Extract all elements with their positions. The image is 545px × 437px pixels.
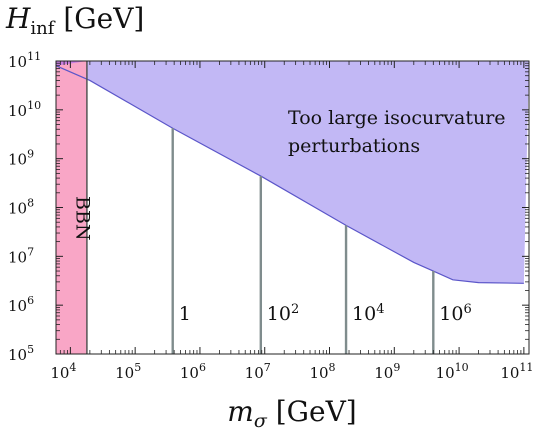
x-axis-title: mσ [GeV] [227,395,356,432]
line-labels-layer: 1 102 104 106 [179,302,472,325]
y-tick-label-5: 1010 [8,99,41,120]
x-tick-label-1: 105 [115,361,141,382]
y-tick-label-1: 106 [8,294,34,315]
contour-label-3: 106 [439,302,471,325]
y-tick-label-4: 109 [8,148,34,169]
bbn-label: BBN [71,196,93,241]
x-tick-label-3: 107 [245,361,271,382]
axis-titles: Hinf [GeV] mσ [GeV] [5,2,357,432]
ticks-layer: 104 105 106 107 108 109 1010 1011 105 106 107 108 10… [8,50,533,382]
contour-label-0: 1 [179,303,191,325]
x-tick-label-4: 108 [309,361,335,382]
y-tick-label-2: 107 [8,245,34,266]
x-tick-label-6: 1010 [436,361,469,382]
lines-layer [171,128,435,354]
x-tick-label-7: 1011 [500,361,533,382]
x-tick-label-0: 104 [50,361,76,382]
x-tick-label-5: 109 [374,361,400,382]
x-tick-label-2: 106 [180,361,206,382]
annotations-layer: Too large isocurvature perturbations BBN [71,107,505,241]
y-axis-title: Hinf [GeV] [5,2,144,39]
contour-label-2: 104 [352,302,384,325]
isocurvature-region [56,61,529,284]
y-tick-label-3: 108 [8,197,34,218]
isocurvature-label-line2: perturbations [288,135,420,157]
y-tick-label-6: 1011 [8,50,41,71]
y-tick-label-0: 105 [8,343,34,364]
isocurvature-label-line1: Too large isocurvature [288,107,506,129]
contour-label-1: 102 [267,302,299,325]
isocurvature-boundary [56,65,524,284]
